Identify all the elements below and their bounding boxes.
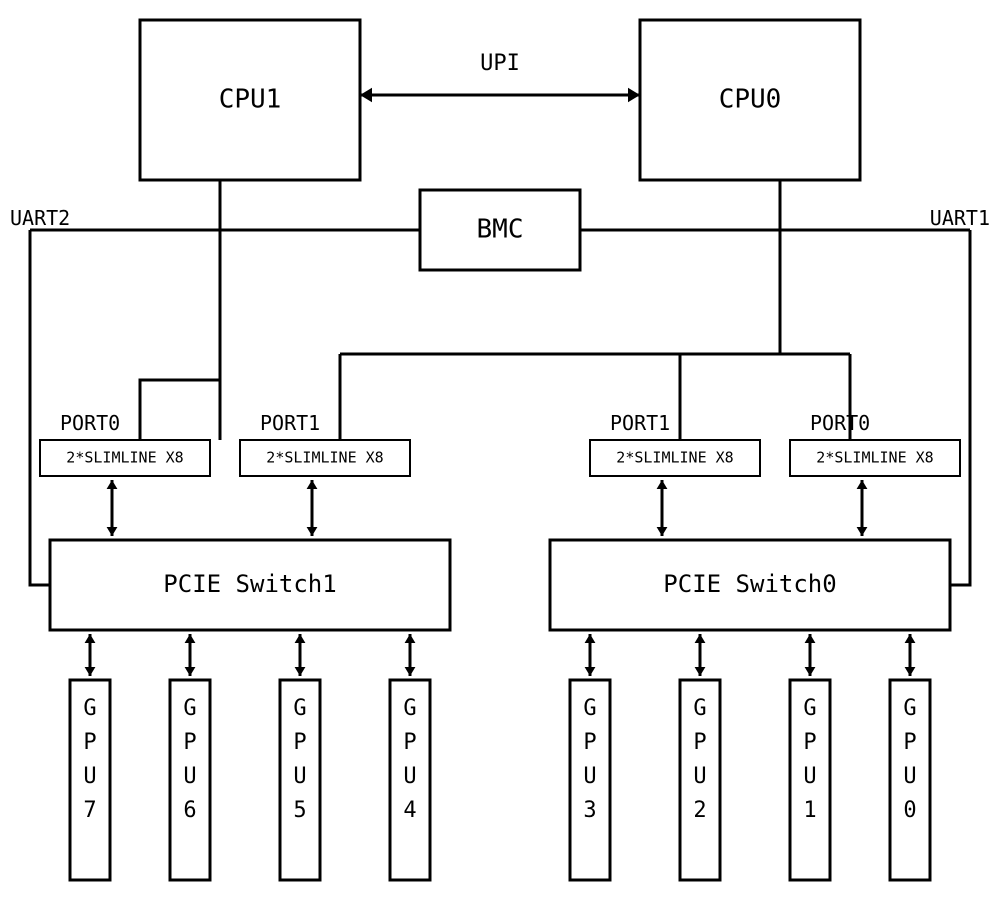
arrowhead-sw1_g7 — [85, 634, 96, 643]
label-gpu3-3: 3 — [583, 798, 596, 823]
text-port1_r: PORT1 — [610, 411, 670, 435]
label-gpu5-2: U — [293, 764, 306, 789]
line-uart2_down — [30, 230, 50, 585]
arrowhead-slim_r_p0_sw — [857, 527, 868, 536]
label-slim_l_p0: 2*SLIMLINE X8 — [66, 449, 183, 467]
arrowhead-slim_l_p1_sw — [307, 527, 318, 536]
label-gpu3-2: U — [583, 764, 596, 789]
arrowhead-slim_l_p0_sw — [107, 527, 118, 536]
label-gpu5-3: 5 — [293, 798, 306, 823]
label-gpu1-1: P — [803, 730, 816, 755]
label-gpu0-3: 0 — [903, 798, 916, 823]
label-gpu6-2: U — [183, 764, 196, 789]
arrowhead-sw0_g2 — [695, 667, 706, 676]
label-gpu3-0: G — [583, 696, 596, 721]
label-gpu1-3: 1 — [803, 798, 816, 823]
arrowhead-upi — [628, 88, 640, 102]
label-gpu7-0: G — [83, 696, 96, 721]
label-switch1: PCIE Switch1 — [163, 570, 336, 598]
label-cpu0: CPU0 — [719, 85, 782, 115]
arrowhead-slim_r_p0_sw — [857, 480, 868, 489]
arrowhead-sw0_g0 — [905, 634, 916, 643]
label-gpu6-1: P — [183, 730, 196, 755]
label-gpu4-0: G — [403, 696, 416, 721]
label-gpu2-2: U — [693, 764, 706, 789]
arrowhead-sw0_g1 — [805, 634, 816, 643]
text-port0_l: PORT0 — [60, 411, 120, 435]
label-gpu5-1: P — [293, 730, 306, 755]
arrowhead-slim_l_p0_sw — [107, 480, 118, 489]
arrowhead-sw0_g2 — [695, 634, 706, 643]
arrowhead-slim_r_p1_sw — [657, 527, 668, 536]
arrowhead-sw1_g5 — [295, 634, 306, 643]
text-upi: UPI — [480, 51, 520, 76]
label-slim_r_p1: 2*SLIMLINE X8 — [616, 449, 733, 467]
text-port0_r: PORT0 — [810, 411, 870, 435]
label-gpu0-1: P — [903, 730, 916, 755]
label-gpu5-0: G — [293, 696, 306, 721]
label-gpu4-1: P — [403, 730, 416, 755]
arrowhead-upi — [360, 88, 372, 102]
label-gpu2-1: P — [693, 730, 706, 755]
line-uart1_down — [950, 230, 970, 585]
label-slim_l_p1: 2*SLIMLINE X8 — [266, 449, 383, 467]
label-gpu7-1: P — [83, 730, 96, 755]
text-uart2: UART2 — [10, 206, 70, 230]
arrowhead-sw0_g3 — [585, 667, 596, 676]
arrowhead-sw0_g0 — [905, 667, 916, 676]
text-port1_l: PORT1 — [260, 411, 320, 435]
label-switch0: PCIE Switch0 — [663, 570, 836, 598]
label-gpu1-0: G — [803, 696, 816, 721]
label-gpu2-0: G — [693, 696, 706, 721]
arrowhead-sw1_g6 — [185, 667, 196, 676]
arrowhead-sw1_g6 — [185, 634, 196, 643]
arrowhead-sw1_g7 — [85, 667, 96, 676]
label-gpu0-2: U — [903, 764, 916, 789]
arrowhead-sw1_g4 — [405, 634, 416, 643]
label-gpu3-1: P — [583, 730, 596, 755]
label-gpu4-3: 4 — [403, 798, 416, 823]
label-gpu7-2: U — [83, 764, 96, 789]
label-gpu2-3: 2 — [693, 798, 706, 823]
line-cpu1_to_l_p0 — [140, 380, 220, 440]
label-bmc: BMC — [477, 215, 524, 245]
label-gpu1-2: U — [803, 764, 816, 789]
arrowhead-slim_l_p1_sw — [307, 480, 318, 489]
label-gpu6-3: 6 — [183, 798, 196, 823]
arrowhead-sw0_g1 — [805, 667, 816, 676]
arrowhead-sw0_g3 — [585, 634, 596, 643]
label-gpu0-0: G — [903, 696, 916, 721]
arrowhead-slim_r_p1_sw — [657, 480, 668, 489]
label-slim_r_p0: 2*SLIMLINE X8 — [816, 449, 933, 467]
label-gpu4-2: U — [403, 764, 416, 789]
label-gpu6-0: G — [183, 696, 196, 721]
arrowhead-sw1_g5 — [295, 667, 306, 676]
text-uart1: UART1 — [930, 206, 990, 230]
diagram-svg: CPU1 CPU0 BMC PCIE Switch1 PCIE Switch0 2*SLI… — [0, 0, 1000, 912]
label-gpu7-3: 7 — [83, 798, 96, 823]
arrowhead-sw1_g4 — [405, 667, 416, 676]
label-cpu1: CPU1 — [219, 85, 282, 115]
